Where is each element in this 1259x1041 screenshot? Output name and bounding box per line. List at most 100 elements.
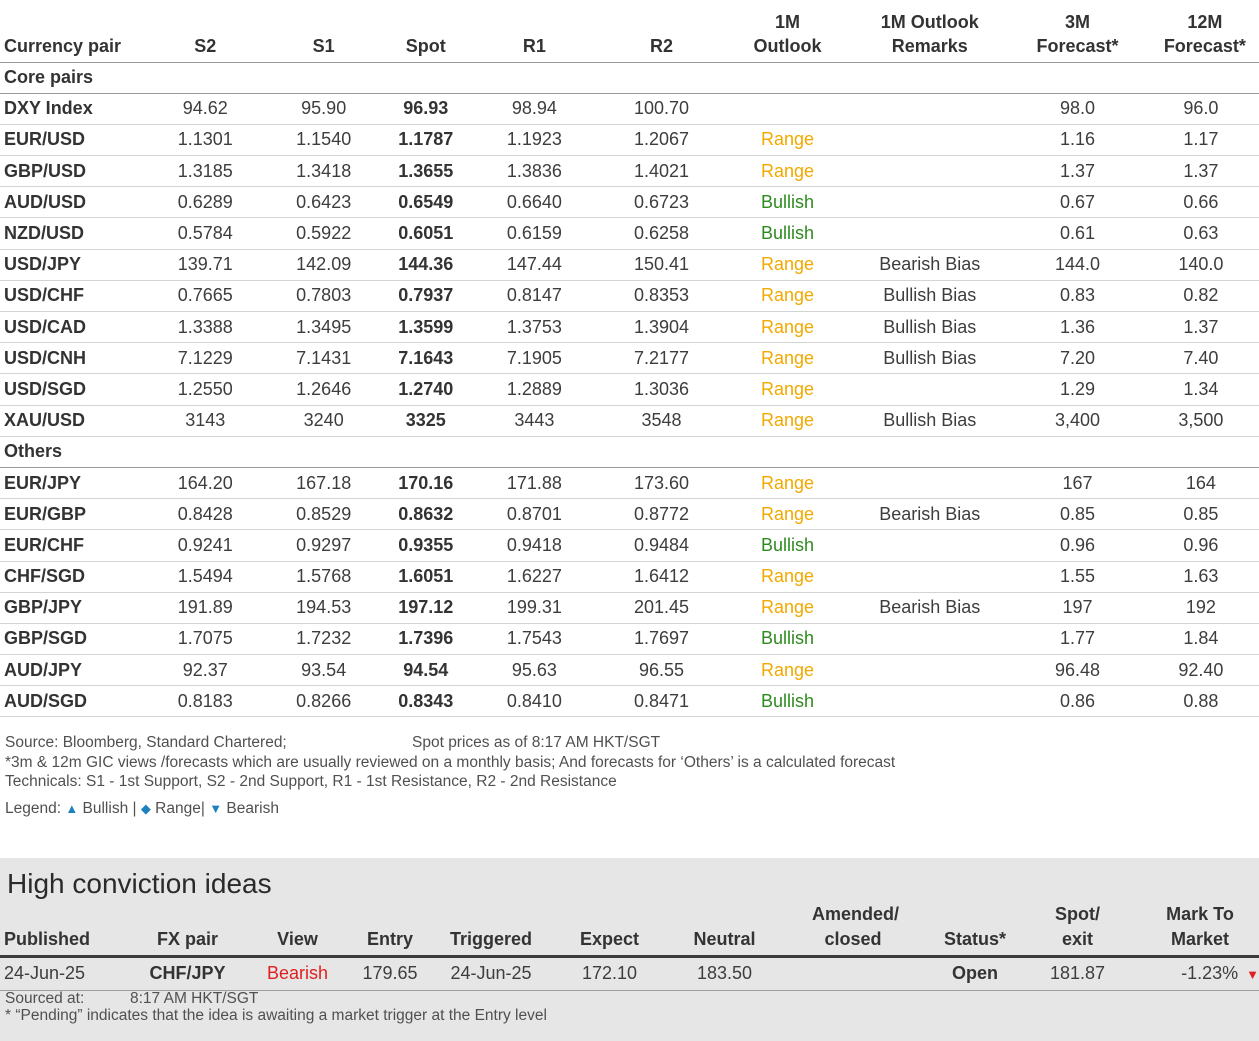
cell-spot: 0.7937 (378, 280, 474, 313)
cell-pair: NZD/USD (0, 217, 142, 250)
header-3m-forecast: 3M Forecast* (1012, 0, 1143, 63)
cell-f3m: 0.83 (1012, 280, 1143, 313)
cell-s1: 194.53 (269, 592, 378, 624)
cell-remarks: Bearish Bias (847, 498, 1013, 531)
cell-r2: 1.3904 (595, 311, 728, 344)
cell-f12m: 0.63 (1142, 217, 1259, 250)
cell-spot: 0.6549 (378, 186, 474, 219)
cell-s1: 0.8529 (269, 498, 378, 531)
cell-remarks (847, 186, 1013, 219)
cell-r1: 0.8701 (473, 498, 596, 531)
cell-remarks: Bearish Bias (847, 592, 1013, 624)
cell-f12m: 1.37 (1142, 155, 1259, 188)
cell-pair: EUR/GBP (0, 498, 142, 531)
cell-f12m: 0.96 (1142, 529, 1259, 562)
cell-r2: 0.8471 (595, 685, 728, 718)
cell-pair: AUD/SGD (0, 685, 142, 718)
cell-outlook (727, 93, 848, 125)
cell-spot: 197.12 (378, 592, 474, 624)
cell-f3m: 167 (1012, 467, 1143, 500)
cell-outlook: Range (727, 373, 848, 406)
cell-f3m: 7.20 (1012, 342, 1143, 375)
cell-pair: XAU/USD (0, 405, 142, 437)
cell-remarks (847, 217, 1013, 250)
cell-spot: 0.8343 (378, 685, 474, 718)
cell-r1: 1.3836 (473, 155, 596, 188)
cell-s1: 0.6423 (269, 186, 378, 219)
cell-outlook: Range (727, 280, 848, 313)
cell-r2: 0.8353 (595, 280, 728, 313)
legend-bullish: Bullish (82, 800, 129, 817)
cell-r1: 98.94 (473, 93, 596, 125)
cell-f12m: 0.85 (1142, 498, 1259, 531)
cell-pair: USD/CNH (0, 342, 142, 375)
section-title: Core pairs (0, 62, 1259, 94)
cell-s1: 1.3495 (269, 311, 378, 344)
table-row: USD/CNH 7.1229 7.1431 7.1643 7.1905 7.2177 Ran… (0, 342, 1259, 375)
table-row: EUR/USD 1.1301 1.1540 1.1787 1.1923 1.2067 Ran… (0, 124, 1259, 157)
cell-pair: USD/JPY (0, 249, 142, 281)
header-1m-outlook-remarks: 1M Outlook Remarks (847, 0, 1013, 63)
table-row: DXY Index 94.62 95.90 96.93 98.94 100.70 98.0 9… (0, 93, 1259, 125)
table-row: USD/CHF 0.7665 0.7803 0.7937 0.8147 0.8353 Ran… (0, 280, 1259, 313)
table-notes: Source: Bloomberg, Standard Chartered; S… (5, 733, 895, 793)
cell-s1: 167.18 (269, 467, 378, 500)
cell-pair: CHF/SGD (0, 561, 142, 593)
hc-cell-status: Open (924, 956, 1026, 991)
cell-r2: 0.6723 (595, 186, 728, 219)
cell-f12m: 140.0 (1142, 249, 1259, 281)
section-title: Others (0, 436, 1259, 468)
cell-s2: 0.6289 (141, 186, 270, 219)
cell-f3m: 0.96 (1012, 529, 1143, 562)
table-row: AUD/SGD 0.8183 0.8266 0.8343 0.8410 0.8471 Bul… (0, 685, 1259, 718)
header-s1: S1 (269, 0, 378, 63)
cell-f3m: 0.85 (1012, 498, 1143, 531)
cell-s1: 0.9297 (269, 529, 378, 562)
cell-r2: 173.60 (595, 467, 728, 500)
cell-f3m: 1.77 (1012, 623, 1143, 656)
cell-s2: 3143 (141, 405, 270, 437)
table-row: CHF/SGD 1.5494 1.5768 1.6051 1.6227 1.6412 Ran… (0, 561, 1259, 593)
cell-spot: 0.8632 (378, 498, 474, 531)
cell-r1: 0.8147 (473, 280, 596, 313)
hc-header-expect: Expect (552, 900, 667, 958)
down-triangle-icon: ▼ (1246, 967, 1259, 982)
cell-s2: 0.7665 (141, 280, 270, 313)
hc-row: 24-Jun-25 CHF/JPY Bearish 179.65 24-Jun-25 17… (0, 956, 1259, 991)
hc-header-triggered: Triggered (430, 900, 552, 958)
cell-r2: 1.3036 (595, 373, 728, 406)
cell-remarks (847, 124, 1013, 157)
section-header-row: Others (0, 436, 1259, 468)
cell-r1: 1.3753 (473, 311, 596, 344)
hc-cell-amended (782, 956, 924, 991)
cell-spot: 1.2740 (378, 373, 474, 406)
cell-spot: 1.3655 (378, 155, 474, 188)
cell-pair: USD/CAD (0, 311, 142, 344)
table-row: EUR/GBP 0.8428 0.8529 0.8632 0.8701 0.8772 Ran… (0, 498, 1259, 531)
hc-header-published: Published (0, 900, 130, 958)
cell-remarks (847, 623, 1013, 656)
hc-header-row: Published FX pair View Entry Triggered E… (0, 900, 1259, 958)
table-row: USD/JPY 139.71 142.09 144.36 147.44 150.41 Ran… (0, 249, 1259, 281)
cell-r1: 1.2889 (473, 373, 596, 406)
cell-f3m: 0.67 (1012, 186, 1143, 219)
cell-spot: 96.93 (378, 93, 474, 125)
cell-r2: 96.55 (595, 654, 728, 687)
cell-s2: 1.1301 (141, 124, 270, 157)
table-row: GBP/JPY 191.89 194.53 197.12 199.31 201.45 Ran… (0, 592, 1259, 624)
cell-pair: GBP/SGD (0, 623, 142, 656)
cell-pair: AUD/JPY (0, 654, 142, 687)
cell-remarks (847, 561, 1013, 593)
cell-f12m: 3,500 (1142, 405, 1259, 437)
hc-header-entry: Entry (350, 900, 430, 958)
cell-spot: 0.9355 (378, 529, 474, 562)
hc-mtm-value: -1.23% (1181, 963, 1239, 983)
cell-remarks (847, 155, 1013, 188)
cell-outlook: Range (727, 592, 848, 624)
cell-pair: USD/CHF (0, 280, 142, 313)
cell-f12m: 0.88 (1142, 685, 1259, 718)
cell-s2: 0.8428 (141, 498, 270, 531)
legend-range: Range (155, 800, 201, 817)
cell-r2: 7.2177 (595, 342, 728, 375)
cell-r1: 0.8410 (473, 685, 596, 718)
